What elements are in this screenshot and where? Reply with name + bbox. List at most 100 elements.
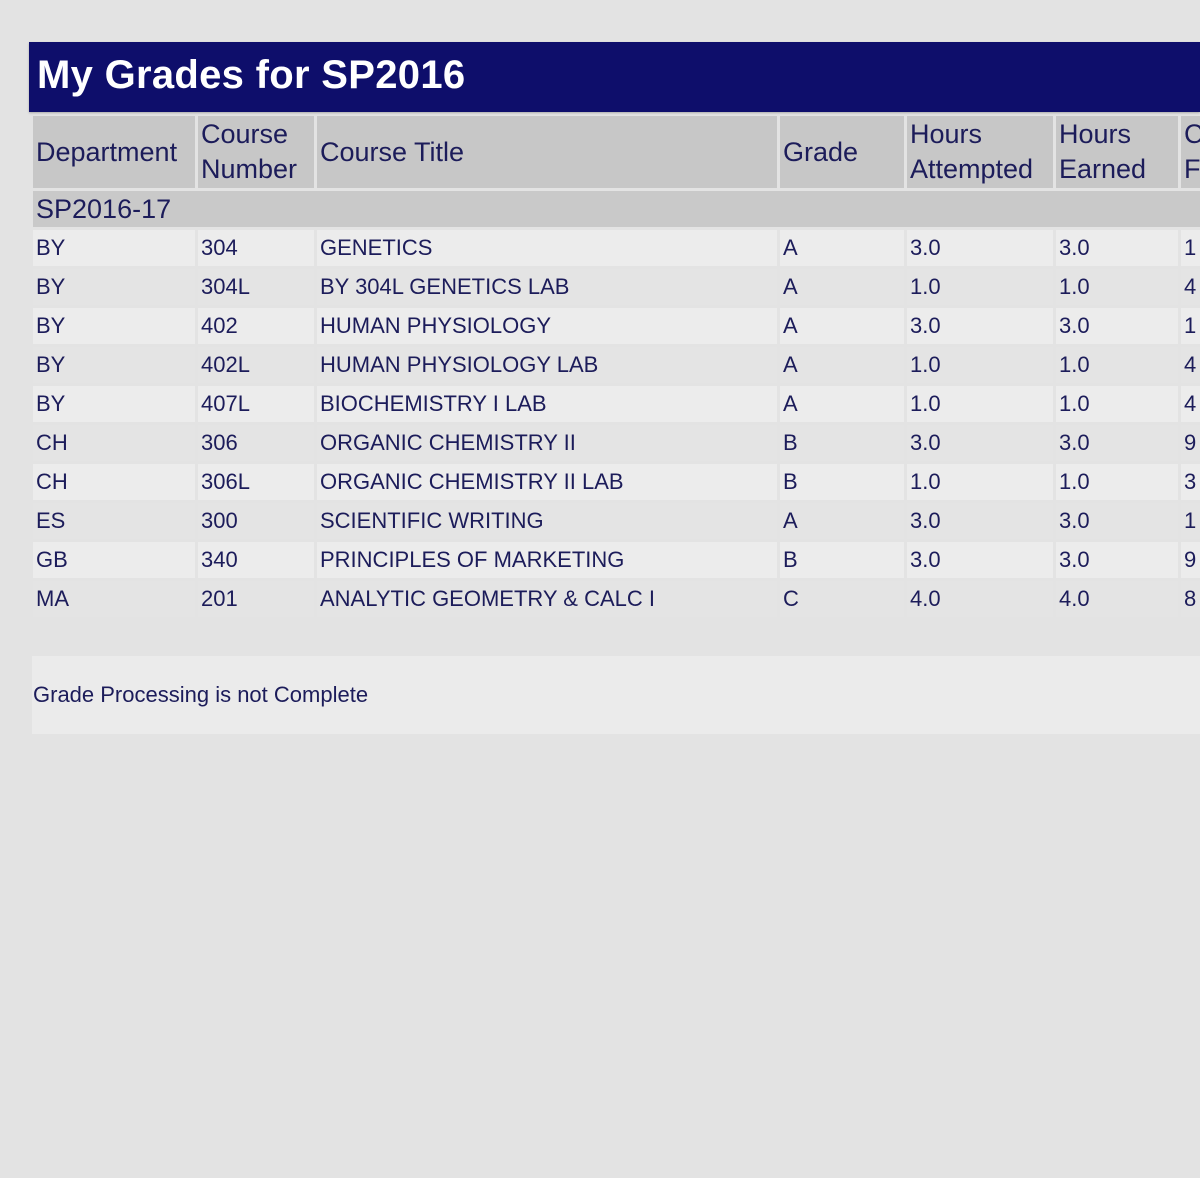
table-row[interactable]: GB 340 PRINCIPLES OF MARKETING B 3.0 3.0 9 [33,542,1200,578]
column-header-label: Earned [1059,154,1147,184]
cell-department: MA [33,581,195,617]
cell-grade: A [780,308,904,344]
cell-course-title: BY 304L GENETICS LAB [317,269,777,305]
cell-grade: B [780,542,904,578]
grades-table: Department Course Number Course Title Gr… [30,113,1200,620]
cell-course-number: 304 [198,230,314,266]
cell-course-title: ORGANIC CHEMISTRY II LAB [317,464,777,500]
cell-hours-attempted: 1.0 [907,464,1053,500]
cell-course-number: 340 [198,542,314,578]
cell-hours-attempted: 3.0 [907,230,1053,266]
cell-course-number: 407L [198,386,314,422]
cell-hours-earned: 1.0 [1056,269,1178,305]
cell-cut-off: 9 [1181,542,1200,578]
cell-course-title: GENETICS [317,230,777,266]
cell-grade: B [780,464,904,500]
cell-department: GB [33,542,195,578]
column-header-hours-earned[interactable]: Hours Earned [1056,116,1178,188]
cell-course-title: HUMAN PHYSIOLOGY [317,308,777,344]
cell-hours-attempted: 3.0 [907,503,1053,539]
cell-cut-off: 1 [1181,230,1200,266]
cell-course-number: 306 [198,425,314,461]
cell-cut-off: 4 [1181,386,1200,422]
cell-hours-earned: 3.0 [1056,503,1178,539]
cell-cut-off: 1 [1181,308,1200,344]
cell-hours-attempted: 3.0 [907,425,1053,461]
column-header-label: Course Title [320,136,465,167]
column-header-cut-off[interactable]: C F [1181,116,1200,188]
column-header-department[interactable]: Department [33,116,195,188]
cell-grade: A [780,347,904,383]
cell-cut-off: 4 [1181,269,1200,305]
column-header-label: C [1184,119,1200,149]
cell-hours-attempted: 1.0 [907,269,1053,305]
table-row[interactable]: CH 306 ORGANIC CHEMISTRY II B 3.0 3.0 9 [33,425,1200,461]
cell-department: BY [33,269,195,305]
cell-hours-earned: 3.0 [1056,230,1178,266]
cell-course-title: BIOCHEMISTRY I LAB [317,386,777,422]
cell-department: BY [33,386,195,422]
table-row[interactable]: ES 300 SCIENTIFIC WRITING A 3.0 3.0 1 [33,503,1200,539]
cell-hours-earned: 3.0 [1056,308,1178,344]
cell-grade: A [780,269,904,305]
cell-cut-off: 8 [1181,581,1200,617]
page-title: My Grades for SP2016 [37,53,466,97]
cell-cut-off: 1 [1181,503,1200,539]
cell-department: BY [33,308,195,344]
cell-grade: B [780,425,904,461]
column-header-label: Department [36,136,178,167]
cell-department: BY [33,347,195,383]
cell-department: CH [33,464,195,500]
column-header-grade[interactable]: Grade [780,116,904,188]
grade-processing-status: Grade Processing is not Complete [33,682,369,707]
term-row: SP2016-17 [33,191,1200,227]
cell-department: ES [33,503,195,539]
table-row[interactable]: MA 201 ANALYTIC GEOMETRY & CALC I C 4.0 4.0 8 [33,581,1200,617]
cell-course-number: 402L [198,347,314,383]
cell-hours-earned: 1.0 [1056,347,1178,383]
cell-course-title: ORGANIC CHEMISTRY II [317,425,777,461]
table-row[interactable]: BY 304 GENETICS A 3.0 3.0 1 [33,230,1200,266]
cell-grade: C [780,581,904,617]
cell-course-number: 304L [198,269,314,305]
table-row[interactable]: CH 306L ORGANIC CHEMISTRY II LAB B 1.0 1.0 3 [33,464,1200,500]
cell-hours-attempted: 3.0 [907,308,1053,344]
table-header-row: Department Course Number Course Title Gr… [33,116,1200,188]
cell-hours-attempted: 3.0 [907,542,1053,578]
cell-hours-earned: 4.0 [1056,581,1178,617]
table-row[interactable]: BY 304L BY 304L GENETICS LAB A 1.0 1.0 4 [33,269,1200,305]
cell-course-title: ANALYTIC GEOMETRY & CALC I [317,581,777,617]
column-header-label: Course [201,119,289,149]
column-header-label: Hours [910,119,983,149]
cell-course-number: 402 [198,308,314,344]
cell-hours-attempted: 1.0 [907,347,1053,383]
cell-course-title: HUMAN PHYSIOLOGY LAB [317,347,777,383]
status-panel: Grade Processing is not Complete [32,656,1200,734]
cell-course-number: 306L [198,464,314,500]
term-label: SP2016-17 [33,191,1200,227]
cell-hours-earned: 1.0 [1056,386,1178,422]
cell-cut-off: 4 [1181,347,1200,383]
cell-grade: A [780,386,904,422]
cell-cut-off: 9 [1181,425,1200,461]
column-header-hours-attempted[interactable]: Hours Attempted [907,116,1053,188]
cell-cut-off: 3 [1181,464,1200,500]
column-header-label: Hours [1059,119,1132,149]
column-header-course-title[interactable]: Course Title [317,116,777,188]
table-row[interactable]: BY 407L BIOCHEMISTRY I LAB A 1.0 1.0 4 [33,386,1200,422]
cell-grade: A [780,230,904,266]
cell-department: BY [33,230,195,266]
cell-course-title: SCIENTIFIC WRITING [317,503,777,539]
table-row[interactable]: BY 402 HUMAN PHYSIOLOGY A 3.0 3.0 1 [33,308,1200,344]
cell-course-number: 300 [198,503,314,539]
cell-grade: A [780,503,904,539]
cell-hours-attempted: 4.0 [907,581,1053,617]
column-header-course-number[interactable]: Course Number [198,116,314,188]
title-bar: My Grades for SP2016 [29,42,1200,112]
cell-course-number: 201 [198,581,314,617]
table-row[interactable]: BY 402L HUMAN PHYSIOLOGY LAB A 1.0 1.0 4 [33,347,1200,383]
cell-hours-attempted: 1.0 [907,386,1053,422]
cell-course-title: PRINCIPLES OF MARKETING [317,542,777,578]
column-header-label: F [1184,154,1200,184]
